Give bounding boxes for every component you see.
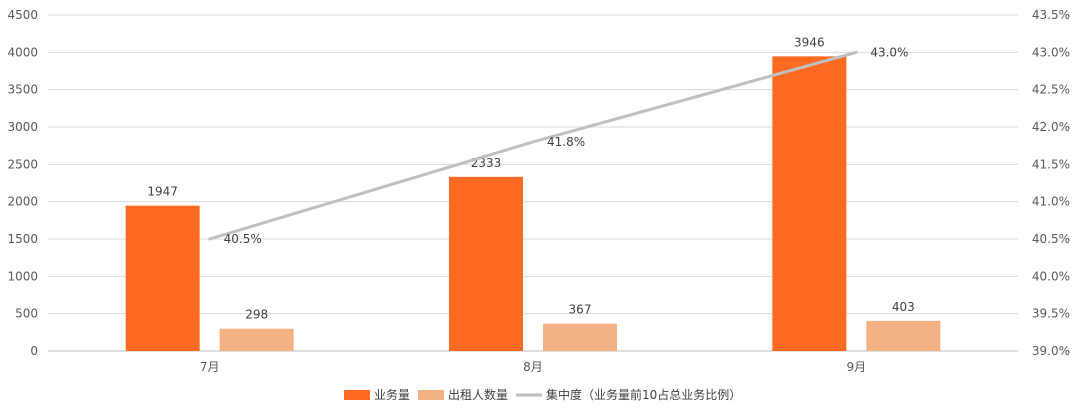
left-axis-ticks: 0 500 1000 1500 2000 2500 3000 3500 4000 4500 [7, 8, 38, 358]
legend-label: 出租人数量 [448, 387, 508, 402]
right-axis-tick-label: 40.5% [1032, 232, 1070, 246]
left-axis-tick-label: 1500 [7, 232, 38, 246]
legend: 业务量 出租人数量 集中度（业务量前10占总业务比例） [344, 387, 741, 402]
left-axis-tick-label: 2000 [7, 195, 38, 209]
right-axis-tick-label: 40.0% [1032, 269, 1070, 283]
left-axis-tick-label: 2500 [7, 157, 38, 171]
bar [543, 323, 617, 351]
line-data-label: 40.5% [224, 232, 262, 246]
x-axis-tick-label: 7月 [200, 360, 220, 374]
line-series: 40.5% 41.8% 43.0% [208, 45, 908, 246]
bar [449, 176, 523, 351]
bar-data-label: 298 [245, 308, 268, 322]
left-axis-tick-label: 4500 [7, 8, 38, 22]
line-series-path [208, 50, 858, 241]
x-axis-tick-label: 9月 [847, 360, 867, 374]
line-data-label: 43.0% [870, 45, 908, 59]
legend-label: 业务量 [374, 387, 410, 402]
right-axis-tick-label: 39.0% [1032, 344, 1070, 358]
bar [772, 56, 847, 352]
right-axis-tick-label: 43.5% [1032, 8, 1070, 22]
left-axis-tick-label: 0 [30, 344, 38, 358]
right-axis-tick-label: 41.5% [1032, 157, 1070, 171]
x-axis-ticks: 7月 8月 9月 [200, 360, 866, 374]
x-axis-tick-label: 8月 [523, 360, 543, 374]
bar-data-label: 1947 [147, 185, 178, 199]
bar [866, 320, 941, 351]
left-axis-tick-label: 1000 [7, 269, 38, 283]
right-axis-tick-label: 43.0% [1032, 45, 1070, 59]
right-axis-tick-label: 41.0% [1032, 195, 1070, 209]
bar [125, 205, 200, 351]
left-axis-tick-label: 3000 [7, 120, 38, 134]
bar-data-label: 367 [569, 303, 592, 317]
right-axis-tick-label: 42.5% [1032, 83, 1070, 97]
legend-swatch [344, 390, 370, 400]
legend-label: 集中度（业务量前10占总业务比例） [546, 387, 741, 402]
right-axis-ticks: 39.0% 39.5% 40.0% 40.5% 41.0% 41.5% 42.0% 42.5%… [1032, 8, 1070, 358]
line-data-label: 41.8% [547, 135, 585, 149]
right-axis-tick-label: 39.5% [1032, 307, 1070, 321]
bar-data-label: 3946 [794, 35, 825, 49]
bar-data-label: 403 [892, 300, 915, 314]
left-axis-tick-label: 500 [15, 307, 38, 321]
right-axis-tick-label: 42.0% [1032, 120, 1070, 134]
left-axis-tick-label: 3500 [7, 83, 38, 97]
legend-swatch [418, 390, 445, 400]
bar [219, 328, 294, 351]
left-axis-tick-label: 4000 [7, 45, 38, 59]
